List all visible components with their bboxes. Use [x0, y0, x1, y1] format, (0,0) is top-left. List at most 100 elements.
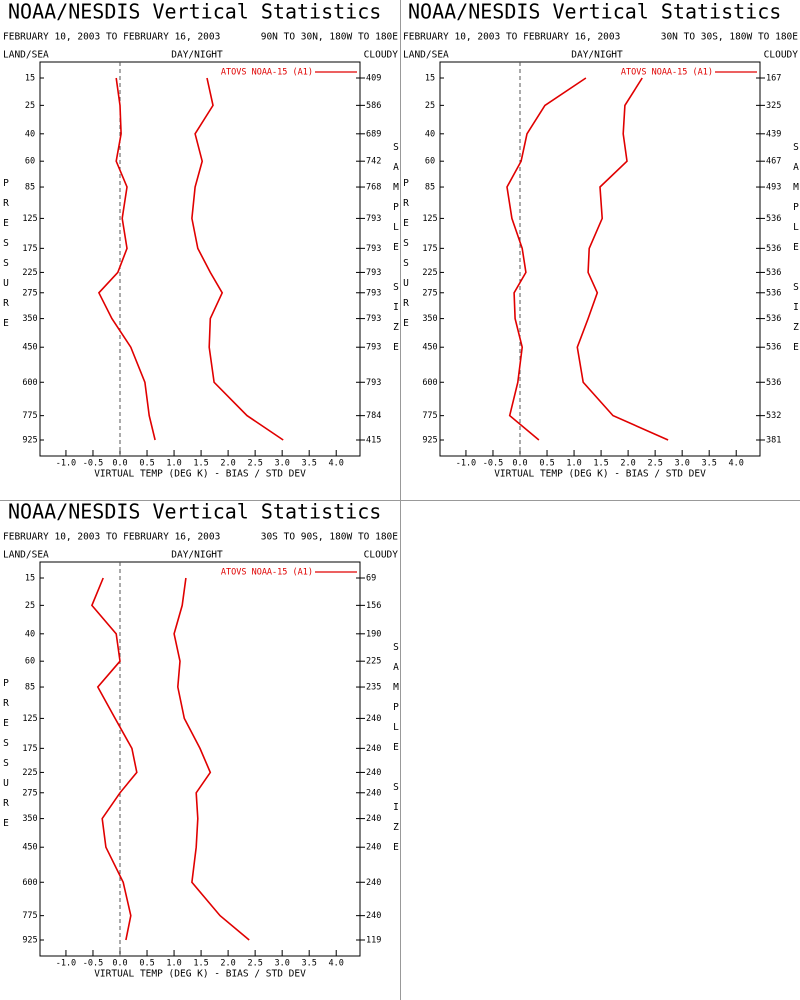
y-tick-label: 25 [25, 101, 35, 111]
sample-size-label: 536 [766, 343, 781, 353]
x-tick-label: 1.0 [166, 459, 181, 469]
sample-size-label: 742 [366, 157, 381, 167]
y-tick-label: 175 [422, 244, 437, 254]
sample-size-label: 439 [766, 129, 781, 139]
subtitle: FEBRUARY 10, 2003 TO FEBRUARY 16, 2003 [3, 532, 220, 543]
region: 30S TO 90S, 180W TO 180E [261, 532, 399, 543]
x-tick-label: 2.0 [620, 459, 635, 469]
sample-size-label: 409 [366, 74, 381, 84]
y2-axis-label: SAMPLE SIZE [391, 642, 402, 862]
y-tick-label: 275 [422, 288, 437, 298]
x-axis-label: VIRTUAL TEMP (DEG K) - BIAS / STD DEV [494, 469, 706, 480]
y-tick-label: 225 [422, 268, 437, 278]
sample-size-label: 240 [366, 768, 381, 778]
sample-size-label: 793 [366, 244, 381, 254]
panel: NOAA/NESDIS Vertical Statistics FEBRUARY … [401, 0, 800, 480]
x-tick-label: 4.0 [329, 459, 344, 469]
x-tick-label: 1.0 [166, 959, 181, 969]
y-tick-label: 925 [22, 436, 37, 446]
x-tick-label: 3.5 [302, 959, 317, 969]
y-tick-label: 225 [22, 268, 37, 278]
plot-frame [39, 61, 361, 457]
x-tick-label: 2.0 [220, 459, 235, 469]
sample-size-label: 493 [766, 183, 781, 193]
day-night-label: DAY/NIGHT [171, 50, 223, 61]
sample-size-label: 190 [366, 629, 381, 639]
sample-size-label: 167 [766, 74, 781, 84]
y-tick-label: 85 [425, 183, 435, 193]
y-tick-label: 350 [422, 314, 437, 324]
sample-size-label: 240 [366, 788, 381, 798]
subtitle: FEBRUARY 10, 2003 TO FEBRUARY 16, 2003 [3, 32, 220, 43]
x-tick-label: 3.5 [302, 459, 317, 469]
sample-size-label: 768 [366, 183, 381, 193]
sample-size-label: 536 [766, 288, 781, 298]
x-tick-label: -0.5 [483, 459, 503, 469]
y-tick-label: 275 [22, 288, 37, 298]
day-night-label: DAY/NIGHT [571, 50, 623, 61]
x-tick-label: 2.5 [247, 959, 262, 969]
y-tick-label: 925 [422, 436, 437, 446]
std-dev-line [173, 577, 250, 941]
sample-size-label: 240 [366, 814, 381, 824]
plot-frame [39, 561, 361, 957]
land-sea-label: LAND/SEA [3, 550, 49, 561]
y-tick-label: 175 [22, 744, 37, 754]
sample-size-label: 536 [766, 378, 781, 388]
sample-size-label: 240 [366, 843, 381, 853]
y-tick-label: 350 [22, 814, 37, 824]
bias-line [90, 577, 138, 941]
y-tick-label: 60 [25, 657, 35, 667]
sample-size-label: 415 [366, 436, 381, 446]
y-tick-label: 25 [425, 101, 435, 111]
y-tick-label: 125 [422, 214, 437, 224]
sample-size-label: 240 [366, 744, 381, 754]
x-tick-label: 1.0 [566, 459, 581, 469]
x-tick-label: 2.5 [647, 459, 662, 469]
x-tick-label: 3.5 [702, 459, 717, 469]
sample-size-label: 381 [766, 436, 781, 446]
legend-label: ATOVS NOAA-15 (A1) [621, 68, 713, 78]
region: 30N TO 30S, 180W TO 180E [661, 32, 799, 43]
x-tick-label: 4.0 [329, 959, 344, 969]
y-tick-label: 775 [422, 411, 437, 421]
sample-size-label: 793 [366, 214, 381, 224]
y-tick-label: 40 [25, 129, 35, 139]
y-tick-label: 600 [422, 378, 437, 388]
x-tick-label: -0.5 [83, 459, 103, 469]
x-tick-label: 0.0 [112, 959, 127, 969]
y-tick-label: 450 [22, 343, 37, 353]
bias-line [506, 77, 587, 441]
std-dev-line [576, 77, 669, 441]
x-tick-label: 4.0 [729, 459, 744, 469]
cloudy-label: CLOUDY [364, 550, 399, 561]
sample-size-label: 586 [366, 101, 381, 111]
std-dev-line [191, 77, 284, 441]
y-tick-label: 175 [22, 244, 37, 254]
legend-label: ATOVS NOAA-15 (A1) [221, 68, 313, 78]
y-tick-label: 15 [425, 74, 435, 84]
y-tick-label: 85 [25, 183, 35, 193]
y-tick-label: 225 [22, 768, 37, 778]
cloudy-label: CLOUDY [364, 50, 399, 61]
x-tick-label: -1.0 [56, 959, 76, 969]
x-tick-label: -1.0 [456, 459, 476, 469]
region: 90N TO 30N, 180W TO 180E [261, 32, 399, 43]
sample-size-label: 325 [766, 101, 781, 111]
sample-size-label: 225 [366, 657, 381, 667]
sample-size-label: 793 [366, 378, 381, 388]
x-tick-label: -1.0 [56, 459, 76, 469]
y-tick-label: 275 [22, 788, 37, 798]
x-tick-label: 2.0 [220, 959, 235, 969]
x-tick-label: 0.5 [139, 459, 154, 469]
day-night-label: DAY/NIGHT [171, 550, 223, 561]
y2-axis-label: SAMPLE SIZE [791, 142, 800, 362]
sample-size-label: 69 [366, 574, 376, 584]
y-tick-label: 60 [25, 157, 35, 167]
y-tick-label: 450 [422, 343, 437, 353]
y-tick-label: 775 [22, 911, 37, 921]
land-sea-label: LAND/SEA [403, 50, 449, 61]
sample-size-label: 156 [366, 601, 381, 611]
chart-title: NOAA/NESDIS Vertical Statistics [8, 0, 381, 24]
